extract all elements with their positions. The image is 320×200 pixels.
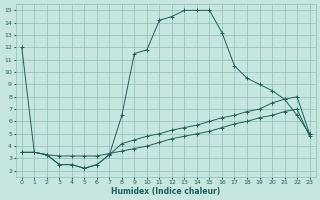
X-axis label: Humidex (Indice chaleur): Humidex (Indice chaleur) xyxy=(111,187,220,196)
